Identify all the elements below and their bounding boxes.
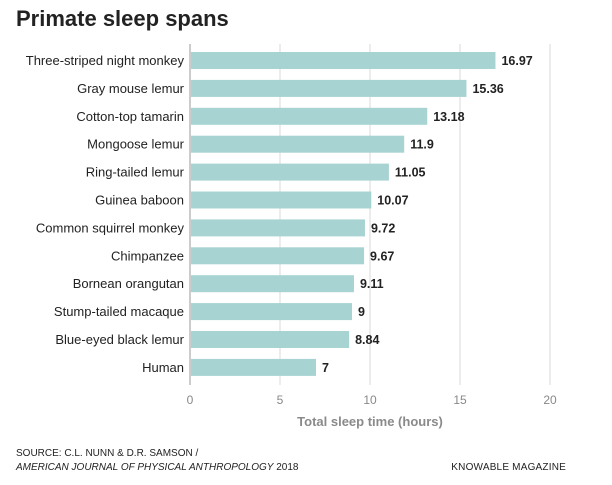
source-line: SOURCE: C.L. NUNN & D.R. SAMSON / [16, 448, 199, 459]
category-label: Guinea baboon [95, 193, 184, 208]
category-label: Chimpanzee [111, 248, 184, 263]
x-tick-label: 20 [543, 393, 557, 407]
x-tick-label: 5 [277, 393, 284, 407]
bar [191, 135, 405, 153]
bar-chart: Three-striped night monkey 16.97 Gray mous… [26, 44, 557, 429]
publisher-credit: KNOWABLE MAGAZINE [451, 462, 566, 473]
value-label: 9 [358, 305, 365, 319]
bar [191, 247, 365, 265]
x-axis-label: Total sleep time (hours) [297, 414, 443, 429]
x-tick-label: 10 [363, 393, 377, 407]
category-label: Mongoose lemur [87, 137, 184, 152]
category-label: Human [142, 360, 184, 375]
bar [191, 358, 316, 376]
value-label: 9.72 [371, 221, 395, 235]
bar [191, 79, 467, 97]
x-tick-label: 15 [453, 393, 467, 407]
value-label: 7 [322, 361, 329, 375]
category-label: Blue-eyed black lemur [55, 332, 184, 347]
category-label: Three-striped night monkey [26, 53, 185, 68]
value-label: 13.18 [433, 110, 464, 124]
bar [191, 219, 365, 237]
bar [191, 107, 428, 125]
value-label: 11.05 [395, 166, 426, 180]
value-label: 9.67 [370, 249, 394, 263]
value-label: 9.11 [360, 277, 384, 291]
bar [191, 303, 352, 321]
x-tick-label: 0 [187, 393, 194, 407]
source-journal: AMERICAN JOURNAL OF PHYSICAL ANTHROPOLOG… [16, 462, 274, 473]
category-label: Gray mouse lemur [77, 81, 185, 96]
bar [191, 163, 389, 181]
category-label: Ring-tailed lemur [86, 165, 185, 180]
category-label: Common squirrel monkey [36, 220, 185, 235]
source-year: 2018 [273, 462, 299, 473]
category-label: Cotton-top tamarin [76, 109, 184, 124]
value-label: 11.9 [410, 138, 434, 152]
value-label: 16.97 [501, 54, 532, 68]
source-note: SOURCE: C.L. NUNN & D.R. SAMSON / AMERIC… [16, 447, 299, 475]
category-label: Stump-tailed macaque [54, 304, 184, 319]
value-label: 8.84 [355, 333, 379, 347]
value-label: 10.07 [377, 194, 408, 208]
category-label: Bornean orangutan [73, 276, 184, 291]
value-label: 15.36 [472, 82, 503, 96]
bar [191, 275, 354, 293]
bar [191, 52, 496, 69]
bar [191, 331, 350, 348]
bar [191, 191, 372, 209]
chart-title: Primate sleep spans [16, 6, 229, 31]
source-journal-line: AMERICAN JOURNAL OF PHYSICAL ANTHROPOLOG… [16, 461, 299, 475]
